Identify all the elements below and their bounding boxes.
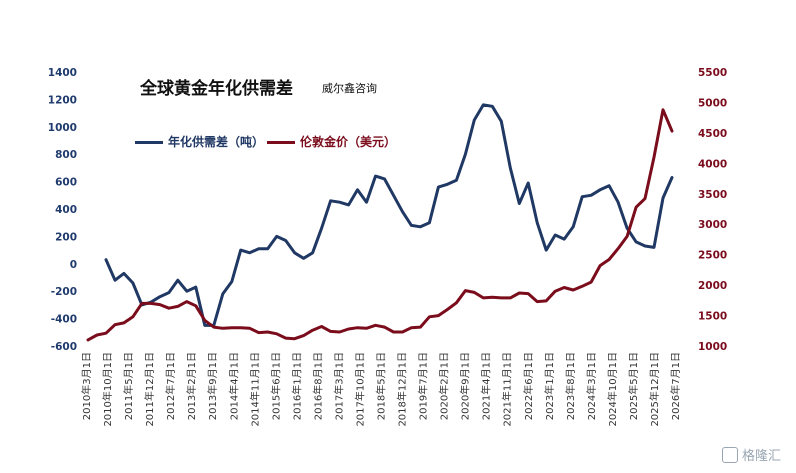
x-tick-label-10: 2016年1月1日 — [290, 352, 303, 420]
x-tick-label-18: 2020年9月1日 — [459, 352, 472, 420]
x-tick-label-16: 2019年7月1日 — [417, 352, 430, 420]
x-tick-label-13: 2017年10月1日 — [353, 352, 366, 427]
legend-swatch-price — [267, 141, 295, 144]
x-tick-label-15: 2018年12月1日 — [396, 352, 409, 427]
legend-item-price: 伦敦金价（美元） — [267, 133, 396, 150]
right-tick-label-6: 2500 — [698, 250, 727, 262]
watermark-logo-icon — [722, 446, 738, 463]
x-tick-label-28: 2026年7月1日 — [669, 352, 682, 420]
right-tick-label-4: 3500 — [698, 189, 727, 201]
left-tick-label-5: 400 — [55, 204, 77, 216]
right-tick-label-2: 4500 — [698, 128, 727, 140]
x-tick-label-26: 2025年5月1日 — [627, 352, 640, 420]
x-tick-label-9: 2015年6月1日 — [269, 352, 282, 420]
chart-subtitle: 威尔鑫咨询 — [322, 82, 377, 95]
x-tick-label-19: 2021年4月1日 — [480, 352, 493, 420]
x-tick-label-4: 2012年7月1日 — [164, 352, 177, 420]
x-tick-label-20: 2021年11月1日 — [501, 352, 514, 427]
x-tick-label-7: 2014年4月1日 — [227, 352, 240, 420]
legend-item-gap: 年化供需差（吨） — [135, 133, 264, 150]
x-tick-label-27: 2025年12月1日 — [648, 352, 661, 427]
x-tick-label-8: 2014年11月1日 — [248, 352, 261, 427]
left-tick-label-9: -400 — [51, 314, 77, 326]
x-tick-label-3: 2011年12月1日 — [143, 352, 156, 427]
left-tick-label-8: -200 — [51, 286, 77, 298]
right-axis: 5500 5000 4500 4000 3500 3000 2500 2000 1500 1000 — [698, 67, 727, 353]
x-tick-label-22: 2023年1月1日 — [543, 352, 556, 420]
watermark: 格隆汇 — [722, 445, 781, 464]
x-tick-label-24: 2024年3月1日 — [585, 352, 598, 420]
left-tick-label-6: 200 — [55, 231, 77, 243]
legend-label-gap: 年化供需差（吨） — [168, 135, 265, 149]
x-tick-label-0: 2010年3月1日 — [80, 352, 93, 420]
right-tick-label-1: 5000 — [698, 97, 727, 109]
x-tick-label-11: 2016年8月1日 — [311, 352, 324, 420]
left-tick-label-4: 600 — [55, 177, 77, 189]
right-tick-label-8: 1500 — [698, 311, 727, 323]
series-line-1 — [86, 108, 674, 342]
x-tick-label-14: 2018年5月1日 — [375, 352, 388, 420]
left-tick-label-7: 0 — [70, 259, 77, 271]
x-tick-label-21: 2022年6月1日 — [522, 352, 535, 420]
x-tick-label-17: 2020年2月1日 — [438, 352, 451, 420]
series-line-0 — [104, 103, 674, 327]
x-tick-label-1: 2010年10月1日 — [101, 352, 114, 427]
right-tick-label-7: 2000 — [698, 280, 727, 292]
watermark-text: 格隆汇 — [742, 449, 782, 464]
left-tick-label-10: -600 — [51, 341, 77, 353]
x-tick-label-6: 2013年9月1日 — [206, 352, 219, 420]
right-tick-label-5: 3000 — [698, 219, 727, 231]
series-layer — [86, 103, 674, 342]
x-tick-label-5: 2013年2月1日 — [185, 352, 198, 420]
left-axis: 1400 1200 1000 800 600 400 200 0 -200 -400 -600 — [48, 67, 77, 353]
left-tick-label-1: 1200 — [48, 94, 77, 106]
right-tick-label-9: 1000 — [698, 341, 727, 353]
x-tick-label-2: 2011年5月1日 — [122, 352, 135, 420]
left-tick-label-2: 1000 — [48, 122, 77, 134]
right-tick-label-3: 4000 — [698, 158, 727, 170]
legend-label-price: 伦敦金价（美元） — [300, 135, 397, 149]
x-axis: 2010年3月1日 2010年10月1日 2011年5月1日 2011年12月1日 20… — [80, 352, 682, 427]
x-tick-label-23: 2023年8月1日 — [564, 352, 577, 420]
legend-swatch-gap — [135, 141, 163, 144]
x-tick-label-25: 2024年10月1日 — [606, 352, 619, 427]
x-tick-label-12: 2017年3月1日 — [332, 352, 345, 420]
left-tick-label-3: 800 — [55, 149, 77, 161]
left-tick-label-0: 1400 — [48, 67, 77, 79]
chart-title: 全球黄金年化供需差 — [140, 79, 293, 99]
right-tick-label-0: 5500 — [698, 67, 727, 79]
